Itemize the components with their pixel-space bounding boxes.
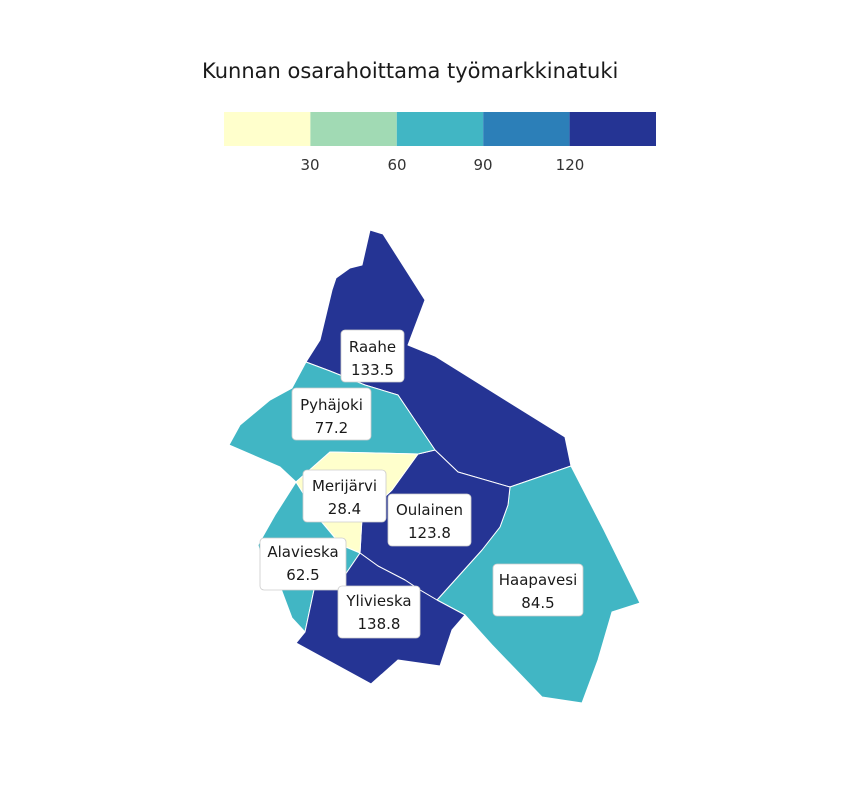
legend-swatch xyxy=(569,112,656,146)
legend-swatch xyxy=(310,112,397,146)
legend-tick: 30 xyxy=(300,156,319,174)
legend-swatch xyxy=(224,112,311,146)
label-name: Raahe xyxy=(349,338,396,356)
legend-tick: 90 xyxy=(473,156,492,174)
label-ylivieska: Ylivieska 138.8 xyxy=(337,585,421,639)
legend-tick: 120 xyxy=(556,156,585,174)
label-name: Oulainen xyxy=(396,501,463,519)
label-name: Pyhäjoki xyxy=(300,396,363,414)
label-name: Haapavesi xyxy=(499,571,577,589)
label-name: Ylivieska xyxy=(345,592,411,610)
legend-swatch xyxy=(483,112,570,146)
label-oulainen: Oulainen 123.8 xyxy=(387,493,472,547)
municipality-polygons xyxy=(228,229,641,704)
label-haapavesi: Haapavesi 84.5 xyxy=(492,563,584,617)
legend-tick: 60 xyxy=(387,156,406,174)
label-value: 77.2 xyxy=(315,419,348,437)
map-title: Kunnan osarahoittama työmarkkinatuki xyxy=(202,59,618,83)
legend: 30 60 90 120 xyxy=(224,112,656,174)
label-name: Alavieska xyxy=(267,543,338,561)
label-value: 84.5 xyxy=(521,594,554,612)
label-merijarvi: Merijärvi 28.4 xyxy=(302,469,387,523)
legend-swatch xyxy=(396,112,484,146)
label-value: 28.4 xyxy=(328,500,361,518)
municipality-labels: Raahe 133.5 Pyhäjoki 77.2 Merijärvi 28.4… xyxy=(259,329,584,639)
label-alavieska: Alavieska 62.5 xyxy=(259,537,347,591)
label-value: 133.5 xyxy=(351,361,394,379)
label-value: 123.8 xyxy=(408,524,451,542)
label-name: Merijärvi xyxy=(312,477,377,495)
label-pyhajoki: Pyhäjoki 77.2 xyxy=(291,387,372,441)
label-value: 138.8 xyxy=(358,615,401,633)
label-raahe: Raahe 133.5 xyxy=(340,329,405,383)
label-value: 62.5 xyxy=(286,566,319,584)
